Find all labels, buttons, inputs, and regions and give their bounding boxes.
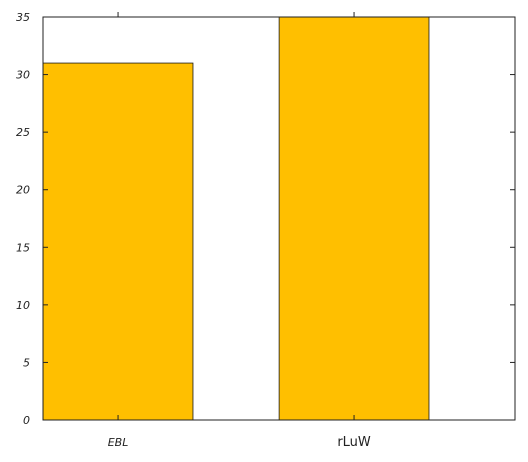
x-tick-label: EBL [108,436,129,449]
bar-ebl [43,63,193,420]
y-tick-label: 30 [16,69,30,82]
bars-group [43,17,429,420]
x-tick-label: rLuW [337,435,371,450]
y-tick-label: 5 [23,356,30,369]
y-tick-label: 25 [16,126,30,139]
y-tick-label: 10 [16,299,30,312]
y-tick-label: 35 [16,11,30,24]
y-tick-label: 0 [23,414,30,427]
y-tick-label: 15 [16,241,30,254]
y-tick-label: 20 [16,184,30,197]
bar-rluw [279,17,429,420]
